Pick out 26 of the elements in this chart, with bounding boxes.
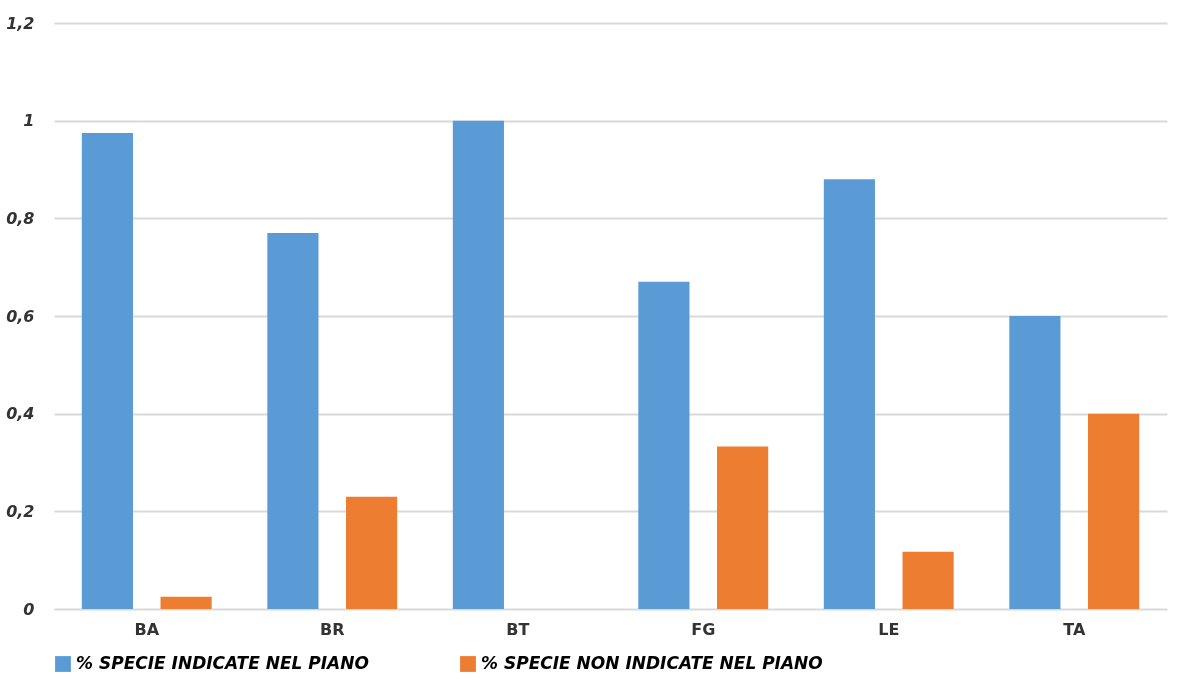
y-tick-label: 1,2 (6, 13, 35, 33)
bar (160, 596, 212, 609)
x-tick-label: BR (319, 619, 345, 639)
bar (1088, 413, 1140, 609)
bar (902, 551, 954, 609)
bar (638, 281, 690, 609)
x-tick-label: FG (691, 619, 716, 639)
y-tick-label: 0,8 (6, 208, 35, 228)
bar (717, 446, 769, 609)
bar (1009, 316, 1061, 609)
bar (346, 496, 398, 609)
legend-label: % SPECIE INDICATE NEL PIANO (76, 653, 369, 673)
x-tick-label: BT (506, 619, 530, 639)
y-tick-label: 0,4 (6, 404, 35, 424)
y-tick-label: 0 (23, 599, 35, 619)
bar (267, 232, 319, 609)
bar (81, 132, 133, 609)
y-tick-label: 1 (23, 111, 35, 131)
x-tick-label: LE (878, 619, 900, 639)
x-tick-label: BA (134, 619, 160, 639)
y-tick-label: 0,2 (6, 501, 35, 521)
legend-label: % SPECIE NON INDICATE NEL PIANO (481, 653, 823, 673)
bar (452, 120, 504, 609)
bar (823, 179, 875, 609)
x-tick-label: TA (1063, 619, 1086, 639)
y-tick-label: 0,6 (6, 306, 35, 326)
